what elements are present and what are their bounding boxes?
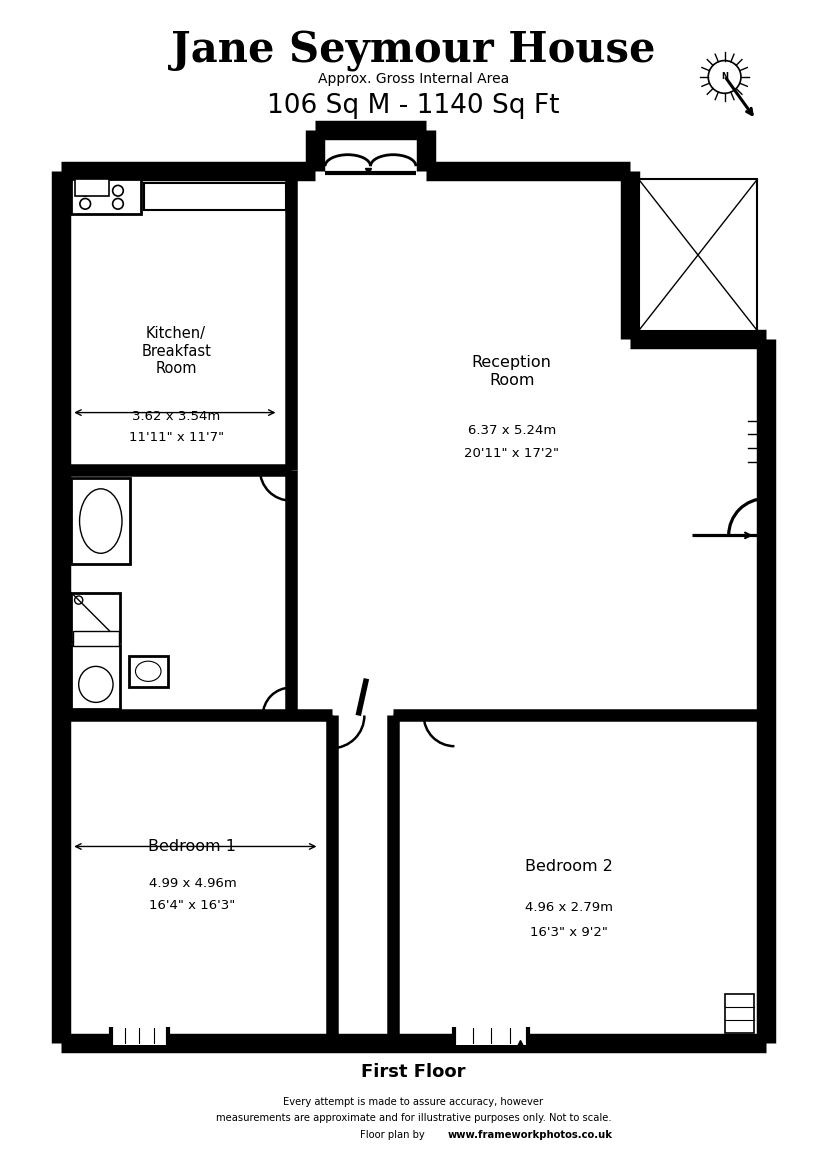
Bar xyxy=(144,184,286,209)
Text: www.frameworkphotos.co.uk: www.frameworkphotos.co.uk xyxy=(448,1130,613,1141)
Text: 4.96 x 2.79m: 4.96 x 2.79m xyxy=(525,901,613,914)
Bar xyxy=(401,717,758,1035)
Bar xyxy=(71,179,141,214)
Bar xyxy=(638,179,758,331)
Text: 6.37 x 5.24m: 6.37 x 5.24m xyxy=(467,424,556,437)
Bar xyxy=(454,1023,528,1045)
Bar xyxy=(71,478,130,563)
Text: Bedroom 1: Bedroom 1 xyxy=(149,839,237,855)
Text: Bedroom 2: Bedroom 2 xyxy=(525,859,613,874)
Bar xyxy=(129,656,168,687)
Text: Reception
Room: Reception Room xyxy=(471,355,552,388)
Text: N: N xyxy=(721,72,728,82)
Text: 4.99 x 4.96m: 4.99 x 4.96m xyxy=(149,877,237,890)
Bar xyxy=(638,173,762,331)
Text: First Floor: First Floor xyxy=(361,1063,466,1080)
Bar xyxy=(74,179,109,195)
Bar xyxy=(74,717,327,1035)
Bar xyxy=(111,1023,168,1045)
Text: 16'3" x 9'2": 16'3" x 9'2" xyxy=(530,926,608,939)
Text: 11'11" x 11'7": 11'11" x 11'7" xyxy=(128,430,223,444)
Ellipse shape xyxy=(79,489,122,553)
Text: Floor plan by: Floor plan by xyxy=(361,1130,432,1141)
Text: Every attempt is made to assure accuracy, however: Every attempt is made to assure accuracy… xyxy=(284,1097,543,1107)
Bar xyxy=(325,136,416,166)
Ellipse shape xyxy=(136,662,161,682)
Text: measurements are approximate and for illustrative purposes only. Not to scale.: measurements are approximate and for ill… xyxy=(216,1113,611,1123)
Text: 16'4" x 16'3": 16'4" x 16'3" xyxy=(150,899,236,912)
Text: Jane Seymour House: Jane Seymour House xyxy=(171,29,656,71)
Text: Approx. Gross Internal Area: Approx. Gross Internal Area xyxy=(318,71,509,85)
Bar xyxy=(74,473,283,707)
Text: 20'11" x 17'2": 20'11" x 17'2" xyxy=(464,447,559,461)
Text: Kitchen/
Breakfast
Room: Kitchen/ Breakfast Room xyxy=(141,326,211,376)
Text: 3.62 x 3.54m: 3.62 x 3.54m xyxy=(132,410,220,423)
Bar xyxy=(74,173,283,462)
Bar xyxy=(299,173,626,707)
Bar xyxy=(340,717,389,1035)
Bar xyxy=(71,645,121,708)
Ellipse shape xyxy=(79,666,113,703)
Bar xyxy=(73,631,119,646)
Bar xyxy=(71,593,121,642)
Text: 106 Sq M - 1140 Sq Ft: 106 Sq M - 1140 Sq Ft xyxy=(267,92,560,118)
Bar xyxy=(724,994,754,1033)
